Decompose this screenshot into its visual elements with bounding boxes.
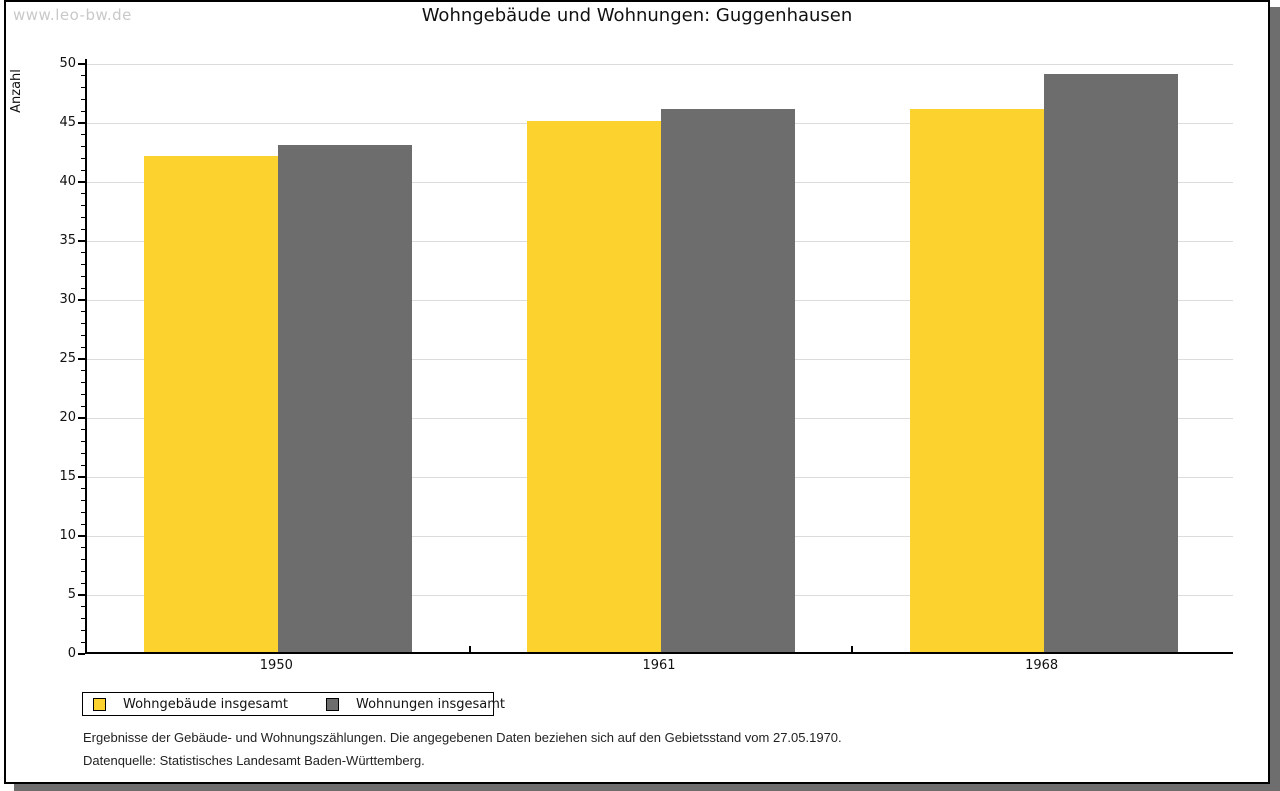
- y-minor-tick: [81, 110, 85, 112]
- y-major-tick: [78, 653, 85, 655]
- bar-1950-wohnungen: [278, 144, 413, 652]
- x-category-label: 1961: [642, 658, 676, 673]
- y-major-tick: [78, 299, 85, 301]
- footnote-line-2: Datenquelle: Statistisches Landesamt Bad…: [83, 753, 425, 768]
- bar-1961-wohngebaeude: [527, 121, 661, 652]
- y-major-tick: [78, 122, 85, 124]
- legend: Wohngebäude insgesamt Wohnungen insgesamt: [82, 692, 505, 716]
- bar-1968-wohngebaeude: [909, 109, 1044, 652]
- y-minor-tick: [81, 393, 85, 395]
- y-minor-tick: [81, 488, 85, 490]
- y-minor-tick: [81, 559, 85, 561]
- gridline-50: [87, 64, 1233, 65]
- bar-1950-wohngebaeude: [144, 156, 279, 652]
- y-tick-label: 40: [59, 174, 76, 189]
- y-tick-label: 0: [67, 646, 76, 661]
- y-minor-tick: [81, 547, 85, 549]
- y-minor-tick: [81, 169, 85, 171]
- y-minor-tick: [81, 98, 85, 100]
- y-tick-label: 20: [59, 410, 76, 425]
- plot-area: [78, 59, 1233, 655]
- y-minor-tick: [81, 582, 85, 584]
- y-major-tick: [78, 63, 85, 65]
- legend-label: Wohngebäude insgesamt: [123, 696, 288, 712]
- y-tick-label: 15: [59, 469, 76, 484]
- y-minor-tick: [81, 405, 85, 407]
- y-minor-tick: [81, 464, 85, 466]
- y-minor-tick: [81, 134, 85, 136]
- legend-swatch: [93, 697, 106, 711]
- y-major-tick: [78, 240, 85, 242]
- x-category-label: 1950: [259, 658, 293, 673]
- y-minor-tick: [81, 87, 85, 89]
- watermark: www.leo-bw.de: [13, 6, 132, 24]
- x-axis-tick: [468, 646, 471, 652]
- y-minor-tick: [81, 618, 85, 620]
- y-minor-tick: [81, 252, 85, 254]
- y-tick-label: 10: [59, 528, 76, 543]
- y-minor-tick: [81, 216, 85, 218]
- y-minor-tick: [81, 511, 85, 513]
- y-minor-tick: [81, 275, 85, 277]
- y-minor-tick: [81, 641, 85, 643]
- chart-frame: www.leo-bw.de Wohngebäude und Wohnungen:…: [4, 0, 1270, 784]
- y-minor-tick: [81, 264, 85, 266]
- legend-label: Wohnungen insgesamt: [356, 696, 505, 712]
- y-tick-label: 5: [67, 587, 76, 602]
- y-minor-tick: [81, 346, 85, 348]
- y-tick-label: 50: [59, 56, 76, 71]
- y-tick-label: 45: [59, 115, 76, 130]
- y-minor-tick: [81, 370, 85, 372]
- y-tick-label: 30: [59, 292, 76, 307]
- y-minor-tick: [81, 334, 85, 336]
- y-minor-tick: [81, 146, 85, 148]
- y-major-tick: [78, 476, 85, 478]
- y-minor-tick: [81, 570, 85, 572]
- y-minor-tick: [81, 205, 85, 207]
- y-minor-tick: [81, 429, 85, 431]
- y-minor-tick: [81, 193, 85, 195]
- x-category-label: 1968: [1025, 658, 1059, 673]
- y-minor-tick: [81, 606, 85, 608]
- legend-item: Wohngebäude insgesamt: [93, 697, 288, 712]
- bar-1961-wohnungen: [661, 109, 795, 652]
- y-minor-tick: [81, 382, 85, 384]
- y-minor-tick: [81, 629, 85, 631]
- y-major-tick: [78, 594, 85, 596]
- y-tick-label: 25: [59, 351, 76, 366]
- y-minor-tick: [81, 75, 85, 77]
- y-major-tick: [78, 181, 85, 183]
- y-minor-tick: [81, 523, 85, 525]
- y-minor-tick: [81, 157, 85, 159]
- y-tick-label: 35: [59, 233, 76, 248]
- y-minor-tick: [81, 500, 85, 502]
- chart-title: Wohngebäude und Wohnungen: Guggenhausen: [421, 5, 853, 26]
- y-major-tick: [78, 417, 85, 419]
- footnote-line-1: Ergebnisse der Gebäude- und Wohnungszähl…: [83, 730, 842, 745]
- y-minor-tick: [81, 452, 85, 454]
- y-major-tick: [78, 535, 85, 537]
- x-axis-tick: [851, 646, 854, 652]
- y-minor-tick: [81, 311, 85, 313]
- y-minor-tick: [81, 287, 85, 289]
- y-major-tick: [78, 358, 85, 360]
- y-minor-tick: [81, 228, 85, 230]
- y-axis-label: Anzahl: [9, 69, 24, 113]
- bar-1968-wohnungen: [1043, 73, 1178, 652]
- legend-item: Wohnungen insgesamt: [326, 697, 505, 712]
- y-minor-tick: [81, 441, 85, 443]
- legend-swatch: [326, 697, 339, 711]
- y-minor-tick: [81, 323, 85, 325]
